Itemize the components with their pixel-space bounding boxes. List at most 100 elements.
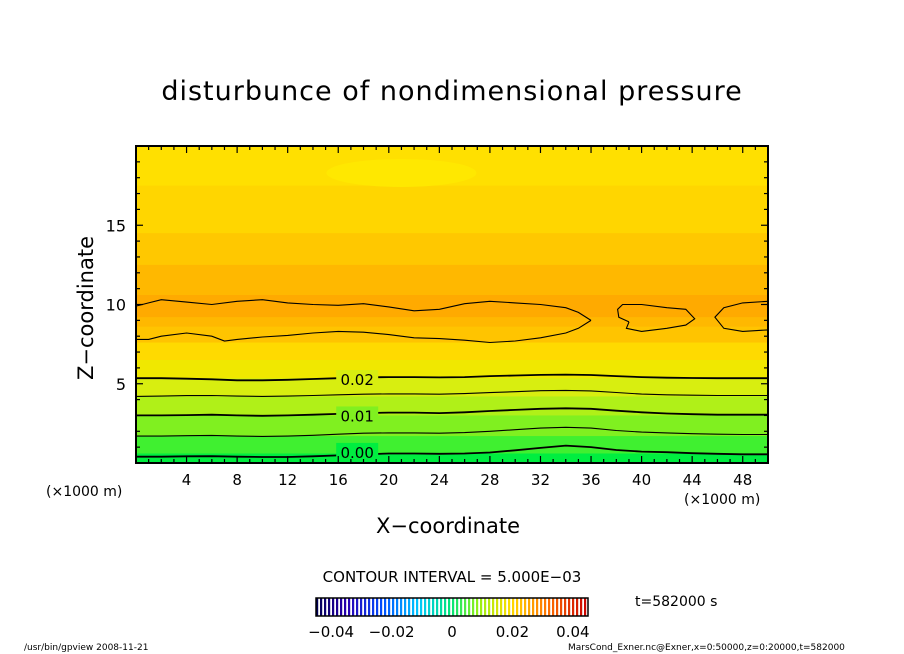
contour-line-4 [136,373,768,382]
colorbar-swatch [512,598,515,616]
contour-label-bg-1 [336,406,379,424]
colorbar-swatch [524,598,527,616]
x-tick-label: 24 [430,471,449,489]
colorbar-swatch [508,598,511,616]
colorbar-swatch [368,598,371,616]
x-tick-label: 28 [480,471,499,489]
x-axis-ticks: 4 8 12 16 20 24 28 32 36 40 44 48 [148,146,756,489]
colorbar-swatch [416,598,419,616]
contour-label-1: 0.01 [340,407,373,425]
x-axis-label: X−coordinate [376,514,520,538]
colorbar-swatch [576,598,579,616]
colorbar-swatch [348,598,351,616]
colorbar-swatch [340,598,343,616]
colorbar-swatch [528,598,531,616]
colorbar-swatch [472,598,475,616]
colorbar-swatch [396,598,399,616]
x-unit-label-right: (×1000 m) [684,492,761,508]
colorbar-tick-label: −0.04 [308,623,354,641]
colorbar-swatch [376,598,379,616]
colorbar-swatch [476,598,479,616]
band-fill-top-patch [326,158,477,187]
contour-line-5 [136,319,592,344]
x-tick-label: 40 [632,471,651,489]
contour-line-2 [136,407,768,417]
colorbar-swatch [444,598,447,616]
colorbar-swatch [360,598,363,616]
contour-line-3 [135,389,768,397]
colorbar-swatch [412,598,415,616]
x-tick-label: 20 [379,471,398,489]
colorbar-swatch [440,598,443,616]
colorbar-swatch [424,598,427,616]
colorbar-swatch [456,598,459,616]
colorbar-swatch [500,598,503,616]
colorbar-swatch [480,598,483,616]
colorbar-tick-label: 0.02 [496,623,529,641]
colorbar-swatch [436,598,439,616]
colorbar-swatch [544,598,547,616]
colorbar-swatch [488,598,491,616]
footer-right: MarsCond_Exner.nc@Exner,x=0:50000,z=0:20… [568,643,845,653]
colorbar-swatch [536,598,539,616]
contour-line-7 [617,303,696,332]
contour-labels: 0.02 0.01 0.00 [336,369,379,462]
colorbar-swatch [320,598,323,616]
contour-line-6 [135,299,592,321]
contour-lines [135,299,769,458]
colorbar-swatch [404,598,407,616]
colorbar-swatch [568,598,571,616]
colorbar: −0.04 −0.02 0 0.02 0.04 [308,597,590,641]
colorbar-tick-label: −0.02 [369,623,415,641]
y-tick-label: 10 [106,296,126,315]
footer-left: /usr/bin/gpview 2008-11-21 [24,643,149,653]
band-fill-0 [136,453,768,463]
contour-label-bg-2 [336,442,379,460]
contour-line-8 [714,300,769,332]
contour-label-2: 0.00 [340,444,373,462]
x-tick-label: 48 [733,471,752,489]
x-tick-label: 12 [278,471,297,489]
x-tick-label: 32 [531,471,550,489]
y-axis-ticks: 5 10 15 [106,161,768,448]
colorbar-tick-label: 0 [447,623,457,641]
colorbar-swatch [580,598,583,616]
colorbar-swatch [556,598,559,616]
colorbar-swatch [400,598,403,616]
colorbar-swatch [520,598,523,616]
colorbar-swatch [372,598,375,616]
colorbar-swatch [468,598,471,616]
filled-contour-bands [136,146,768,463]
colorbar-swatch [380,598,383,616]
colorbar-swatch [452,598,455,616]
colorbar-swatch [492,598,495,616]
colorbar-swatch [584,598,587,616]
colorbar-swatch [532,598,535,616]
colorbar-swatch [432,598,435,616]
y-tick-label: 5 [116,375,126,394]
colorbar-swatch [408,598,411,616]
colorbar-swatch [420,598,423,616]
time-label: t=582000 s [635,594,718,610]
x-unit-label-left: (×1000 m) [46,484,123,500]
colorbar-swatch [460,598,463,616]
x-tick-label: 16 [329,471,348,489]
colorbar-tick-label: 0.04 [556,623,589,641]
colorbar-swatch [384,598,387,616]
contour-interval-text: CONTOUR INTERVAL = 5.000E−03 [322,568,582,586]
colorbar-swatch [392,598,395,616]
colorbar-swatch [540,598,543,616]
colorbar-swatch [448,598,451,616]
colorbar-swatch [328,598,331,616]
colorbar-swatch [356,598,359,616]
colorbar-swatch [496,598,499,616]
colorbar-swatch [352,598,355,616]
colorbar-swatch [560,598,563,616]
x-tick-label: 44 [683,471,702,489]
colorbar-swatch [572,598,575,616]
contour-line-1 [136,426,768,437]
colorbar-swatch [564,598,567,616]
x-tick-label: 36 [581,471,600,489]
chart-title: disturbunce of nondimensional pressure [161,76,743,107]
